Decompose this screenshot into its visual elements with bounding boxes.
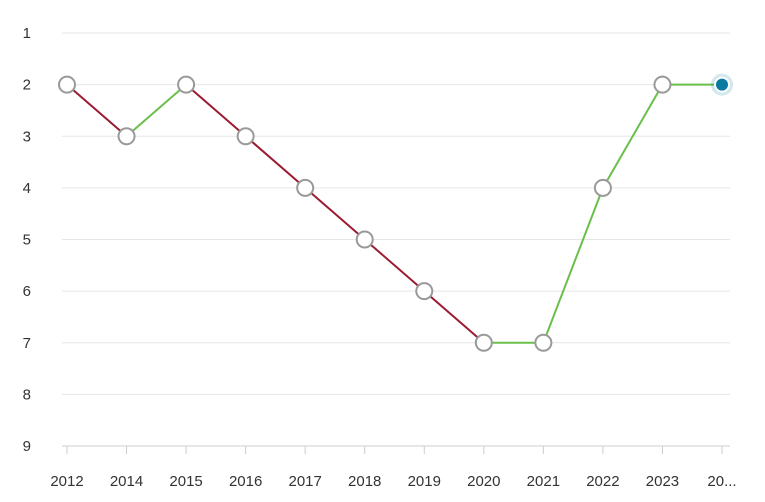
line-segment-better [601, 83, 664, 189]
line-segment-worse [66, 83, 128, 138]
data-point[interactable] [236, 127, 255, 146]
line-segment-worse [363, 238, 426, 293]
y-tick-label: 9 [23, 438, 31, 455]
x-axis-tick-labels: 2012 2014 2015 2016 2017 2018 2019 2020 2021 2022… [50, 473, 736, 490]
line-segment-worse [304, 186, 366, 241]
data-point-latest[interactable] [714, 76, 730, 93]
data-point[interactable] [58, 75, 76, 94]
x-tick-label: 2022 [586, 473, 619, 490]
x-tick-label: 2015 [169, 473, 202, 490]
x-tick-label: 2014 [110, 473, 143, 490]
x-tick-label: 2017 [288, 473, 321, 490]
data-point[interactable] [534, 333, 553, 352]
y-tick-label: 5 [23, 232, 31, 249]
y-tick-label: 1 [23, 25, 31, 42]
x-axis [62, 445, 730, 454]
grid-lines [62, 32, 730, 395]
data-point[interactable] [296, 178, 315, 197]
y-tick-label: 2 [23, 77, 31, 94]
x-tick-label: 20... [707, 473, 736, 490]
x-tick-label: 2023 [646, 473, 679, 490]
y-tick-label: 6 [23, 283, 31, 300]
line-segment-worse [185, 83, 247, 138]
data-point[interactable] [415, 282, 434, 301]
x-tick-label: 2012 [50, 473, 83, 490]
series-line-segments [66, 83, 723, 344]
series-points [58, 73, 733, 352]
y-tick-label: 3 [23, 128, 31, 145]
y-tick-label: 7 [23, 335, 31, 352]
line-segment-worse [423, 290, 485, 344]
x-tick-label: 2020 [467, 473, 500, 490]
line-segment-better [542, 186, 604, 344]
y-axis-tick-labels: 1 2 3 4 5 6 7 8 9 [23, 25, 31, 455]
x-tick-label: 2019 [408, 473, 441, 490]
x-tick-label: 2018 [348, 473, 381, 490]
data-point[interactable] [593, 178, 612, 197]
x-tick-label: 2021 [527, 473, 560, 490]
y-tick-label: 8 [23, 386, 31, 403]
y-tick-label: 4 [23, 180, 31, 197]
x-tick-label: 2016 [229, 473, 262, 490]
data-point[interactable] [653, 75, 672, 94]
data-point[interactable] [177, 75, 196, 94]
data-point[interactable] [117, 127, 136, 146]
line-segment-better [125, 83, 188, 138]
data-point[interactable] [355, 230, 374, 249]
line-segment-worse [244, 135, 307, 189]
data-point[interactable] [474, 333, 493, 352]
